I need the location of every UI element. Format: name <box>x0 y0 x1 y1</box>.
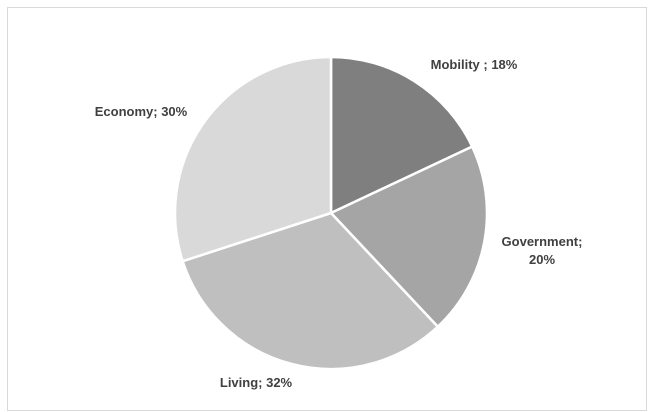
pie-slice-mobility <box>329 55 474 215</box>
data-label-government: Government; 20% <box>502 234 583 267</box>
data-label-line: Government; <box>502 234 583 249</box>
data-label-line: Economy; 30% <box>95 104 188 119</box>
pie-slice-economy <box>173 55 333 263</box>
data-label-economy: Economy; 30% <box>95 104 188 119</box>
pie-slices <box>173 55 489 371</box>
data-label-line: 20% <box>529 252 555 267</box>
data-label-mobility: Mobility ; 18% <box>431 57 518 72</box>
data-label-line: Living; 32% <box>220 375 293 390</box>
data-label-living: Living; 32% <box>220 375 293 390</box>
pie-slice-government <box>329 145 489 328</box>
data-labels: Mobility ; 18% Government; 20% Living; 32% E… <box>95 57 583 390</box>
data-label-line: Mobility ; 18% <box>431 57 518 72</box>
pie-slice-living <box>181 211 440 371</box>
